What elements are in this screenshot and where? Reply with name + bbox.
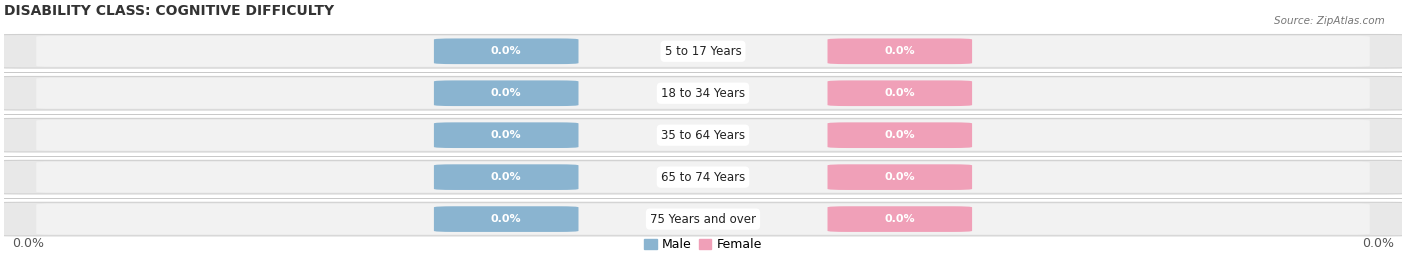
FancyBboxPatch shape	[0, 202, 1406, 236]
FancyBboxPatch shape	[828, 206, 972, 232]
Text: 0.0%: 0.0%	[491, 130, 522, 140]
Text: 0.0%: 0.0%	[884, 214, 915, 224]
FancyBboxPatch shape	[434, 122, 578, 148]
FancyBboxPatch shape	[37, 204, 1369, 234]
FancyBboxPatch shape	[0, 35, 1406, 68]
Text: 0.0%: 0.0%	[491, 88, 522, 98]
Legend: Male, Female: Male, Female	[644, 238, 762, 251]
Text: 65 to 74 Years: 65 to 74 Years	[661, 171, 745, 184]
FancyBboxPatch shape	[434, 80, 578, 106]
FancyBboxPatch shape	[37, 162, 1369, 193]
FancyBboxPatch shape	[828, 38, 972, 64]
Text: 0.0%: 0.0%	[884, 88, 915, 98]
Text: 18 to 34 Years: 18 to 34 Years	[661, 87, 745, 100]
FancyBboxPatch shape	[0, 160, 1406, 194]
FancyBboxPatch shape	[37, 36, 1369, 67]
FancyBboxPatch shape	[434, 38, 578, 64]
Text: 0.0%: 0.0%	[884, 172, 915, 182]
Text: 0.0%: 0.0%	[491, 172, 522, 182]
Text: 0.0%: 0.0%	[1362, 237, 1393, 250]
Text: DISABILITY CLASS: COGNITIVE DIFFICULTY: DISABILITY CLASS: COGNITIVE DIFFICULTY	[4, 4, 335, 18]
Text: 0.0%: 0.0%	[491, 214, 522, 224]
FancyBboxPatch shape	[37, 120, 1369, 151]
FancyBboxPatch shape	[828, 80, 972, 106]
Text: Source: ZipAtlas.com: Source: ZipAtlas.com	[1274, 16, 1385, 26]
Text: 75 Years and over: 75 Years and over	[650, 213, 756, 226]
FancyBboxPatch shape	[828, 164, 972, 190]
Text: 0.0%: 0.0%	[884, 130, 915, 140]
Text: 5 to 17 Years: 5 to 17 Years	[665, 45, 741, 58]
Text: 0.0%: 0.0%	[491, 46, 522, 56]
Text: 35 to 64 Years: 35 to 64 Years	[661, 129, 745, 142]
FancyBboxPatch shape	[0, 118, 1406, 152]
FancyBboxPatch shape	[37, 78, 1369, 109]
FancyBboxPatch shape	[434, 206, 578, 232]
Text: 0.0%: 0.0%	[13, 237, 44, 250]
FancyBboxPatch shape	[0, 76, 1406, 110]
FancyBboxPatch shape	[828, 122, 972, 148]
Text: 0.0%: 0.0%	[884, 46, 915, 56]
FancyBboxPatch shape	[434, 164, 578, 190]
